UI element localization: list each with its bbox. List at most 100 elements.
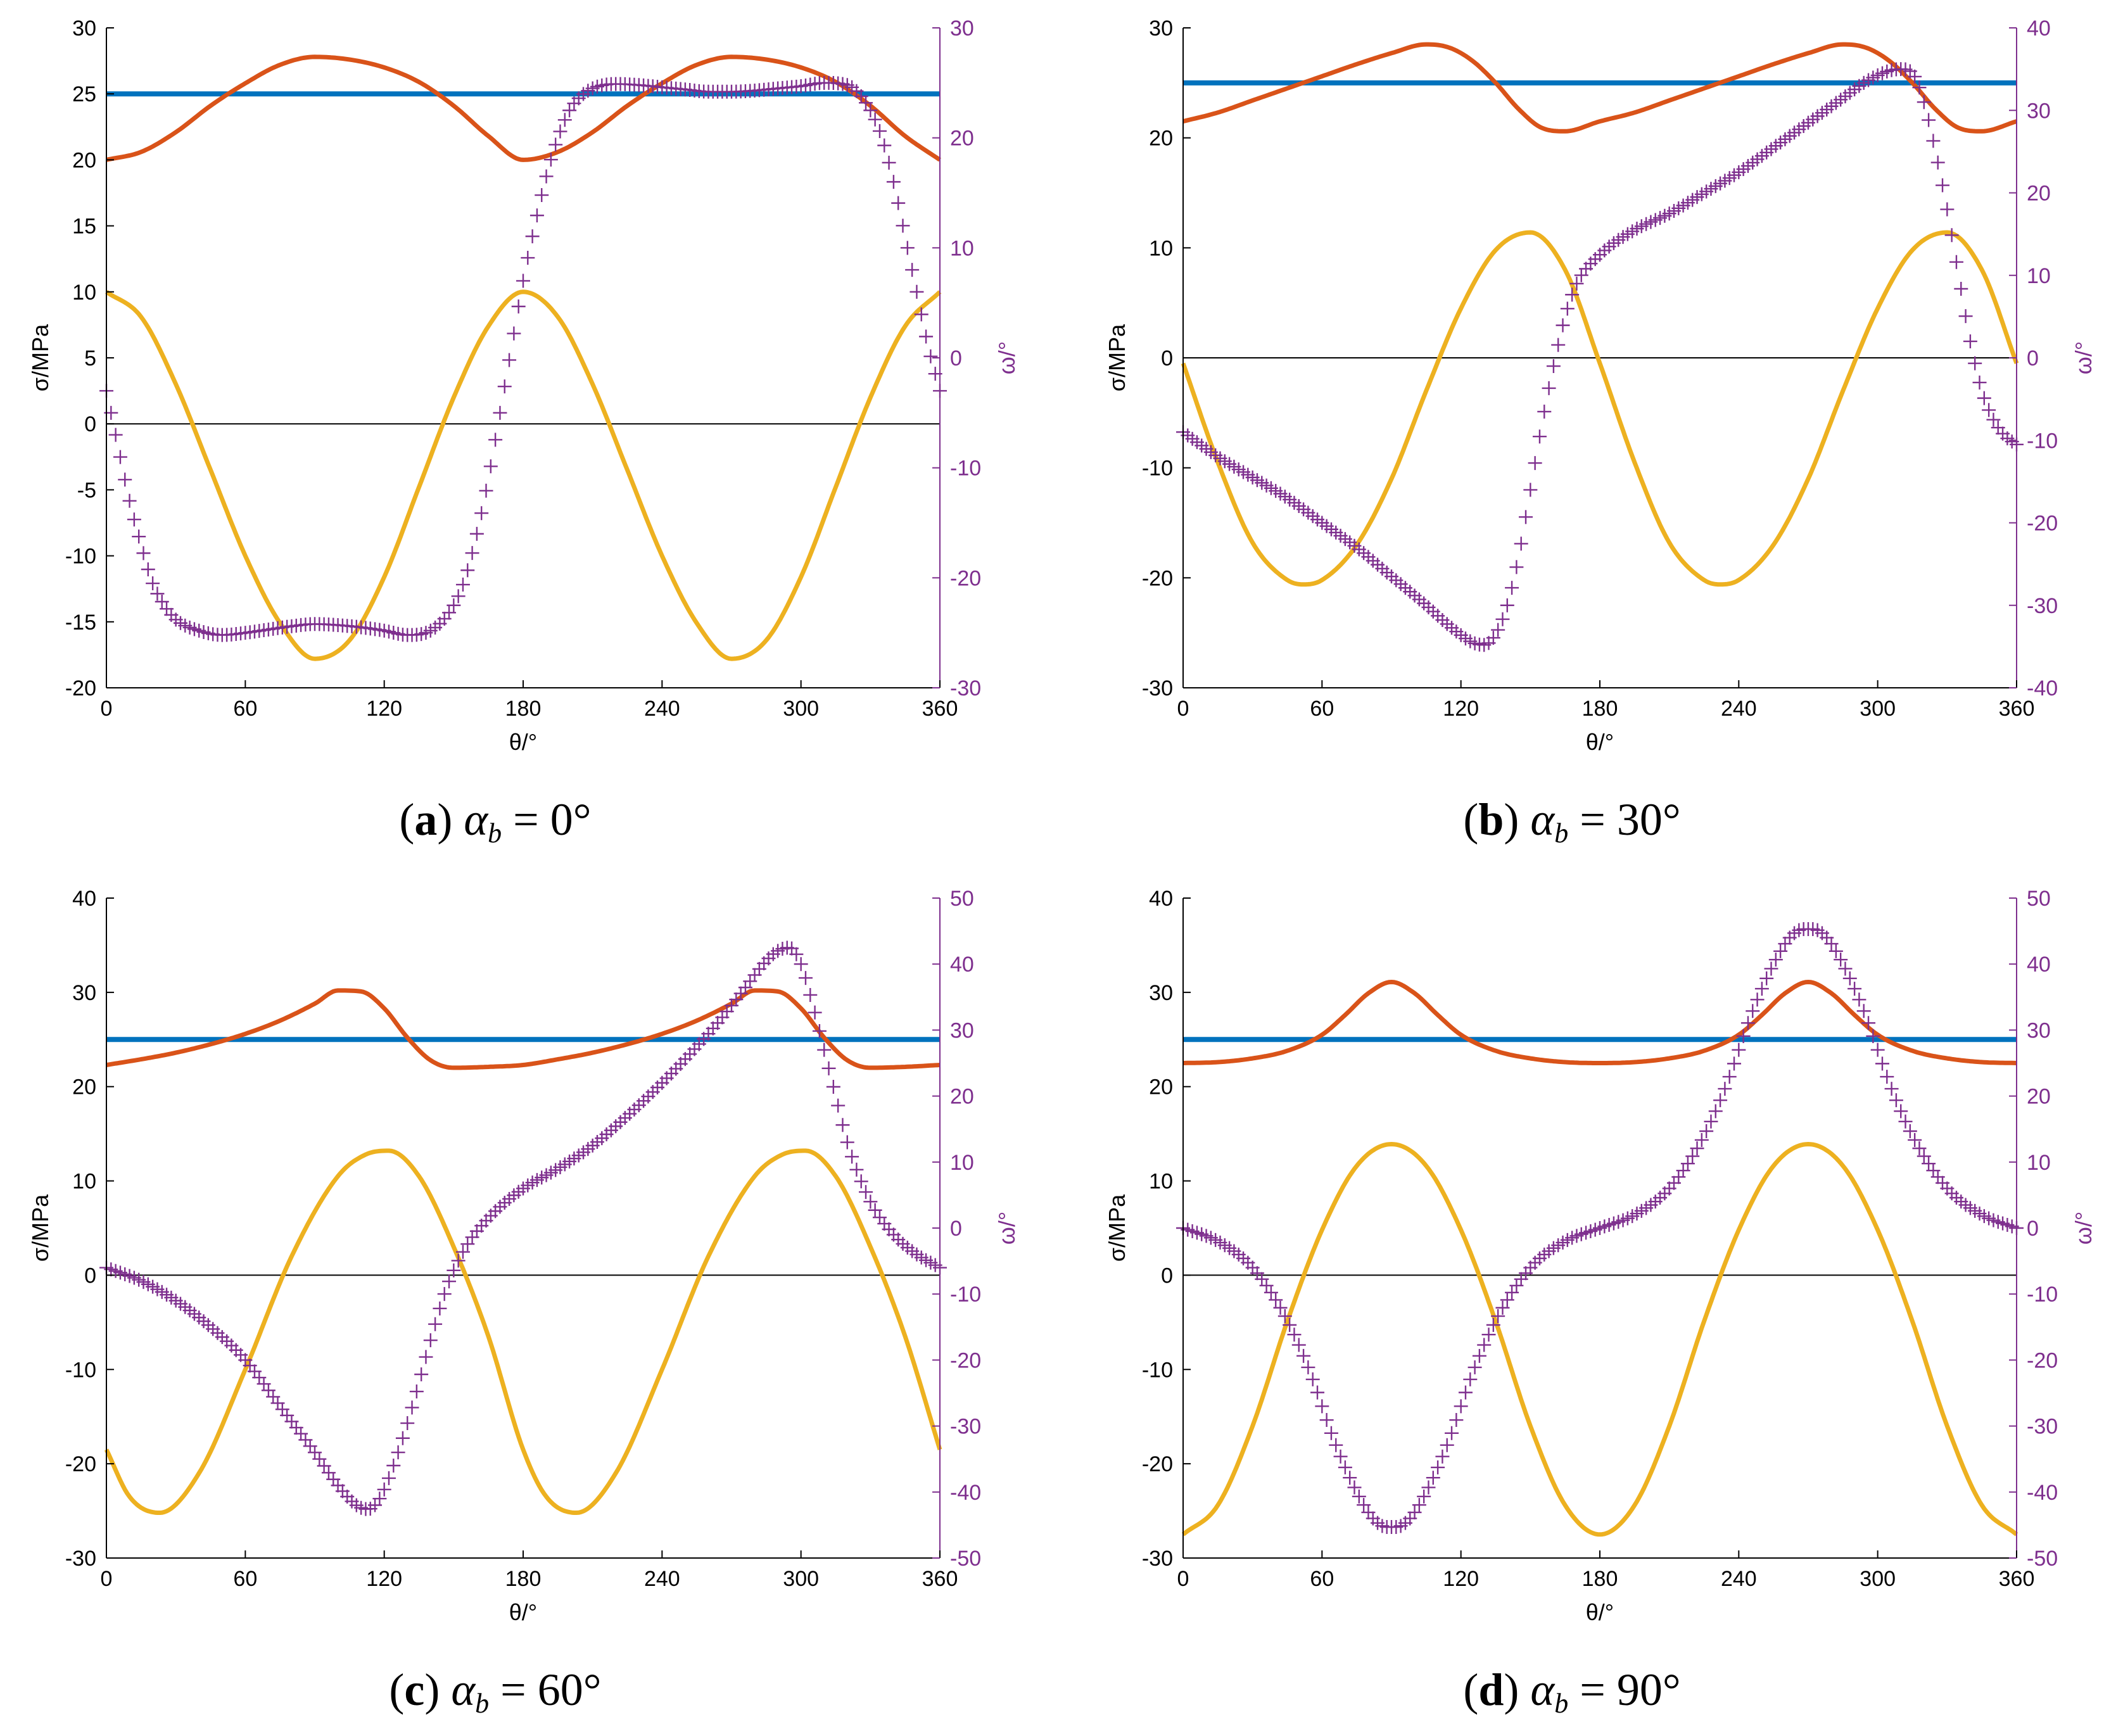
x-tick-label: 60	[1310, 1567, 1334, 1591]
omega-point	[1500, 598, 1514, 612]
omega-point	[381, 1471, 396, 1485]
omega-point	[377, 1482, 391, 1497]
omega-point	[1977, 391, 1991, 405]
omega-point	[521, 251, 535, 265]
y-tick-label: -20	[1142, 1452, 1173, 1476]
omega-point	[914, 307, 928, 322]
omega-point	[1509, 560, 1524, 574]
omega-point	[419, 1350, 433, 1364]
y2-tick-label: 20	[950, 1085, 974, 1109]
y-tick-label: 10	[1149, 236, 1173, 260]
x-tick-label: 60	[233, 1567, 257, 1591]
omega-point	[1269, 1293, 1283, 1307]
omega-point	[1343, 1471, 1357, 1485]
omega-point	[502, 353, 517, 367]
omega-point	[400, 1416, 415, 1431]
omega-point	[1736, 1029, 1751, 1043]
y-tick-label: -20	[65, 676, 96, 700]
omega-point	[1968, 356, 1982, 371]
y2-tick-label: -30	[950, 676, 981, 700]
omega-point	[868, 112, 882, 127]
omega-point	[1523, 483, 1538, 497]
y-tick-label: 20	[72, 1075, 96, 1099]
x-tick-label: 360	[922, 1567, 958, 1591]
omega-point	[127, 512, 141, 527]
omega-point	[1407, 1505, 1422, 1519]
omega-point	[529, 208, 544, 223]
x-tick-label: 300	[783, 1567, 819, 1591]
omega-point	[1412, 1498, 1426, 1512]
omega-point	[1926, 134, 1941, 148]
series-sigma-max-line	[1182, 42, 2017, 134]
omega-point	[1773, 944, 1788, 958]
omega-point	[1842, 971, 1857, 985]
omega-point	[469, 526, 484, 541]
omega-point	[798, 971, 813, 985]
omega-point	[1694, 1132, 1709, 1147]
y-tick-label: -30	[65, 1547, 96, 1571]
omega-point	[442, 1274, 457, 1289]
omega-point	[1954, 282, 1968, 296]
omega-point	[525, 229, 540, 244]
y-tick-label: -20	[1142, 566, 1173, 590]
x-tick-label: 120	[1443, 697, 1479, 721]
series-omega-markers	[99, 941, 947, 1516]
y-tick-label: -15	[65, 611, 96, 635]
y2-tick-label: 0	[950, 1217, 962, 1241]
omega-point	[872, 124, 887, 138]
x-tick-label: 300	[1860, 697, 1896, 721]
omega-point	[451, 1253, 466, 1268]
y2-tick-label: 30	[950, 1018, 974, 1042]
omega-point	[1273, 1300, 1288, 1315]
omega-point	[1491, 623, 1505, 637]
y-tick-label: -10	[1142, 457, 1173, 481]
omega-point	[909, 284, 924, 299]
y-tick-label: 30	[1149, 16, 1173, 41]
omega-point	[1528, 456, 1542, 471]
x-tick-label: 0	[1177, 697, 1189, 721]
x-tick-label: 180	[1582, 1567, 1618, 1591]
omega-point	[447, 1263, 461, 1277]
omega-point	[1264, 1285, 1278, 1300]
omega-point	[1532, 429, 1547, 444]
y2-tick-label: 50	[2027, 887, 2051, 911]
omega-point	[155, 594, 169, 609]
omega-point	[919, 329, 934, 344]
x-tick-label: 360	[922, 697, 958, 721]
omega-point	[863, 103, 878, 118]
x-tick-label: 360	[1999, 1567, 2035, 1591]
omega-point	[1333, 1449, 1348, 1464]
omega-point	[479, 483, 493, 498]
omega-point	[1491, 1309, 1505, 1324]
subplot-b: 0 60 120 180 240 300 360-30-20-100102030-40-30…	[1104, 16, 2096, 755]
x-axis-label: θ/°	[1586, 729, 1614, 755]
omega-point	[1449, 1413, 1464, 1428]
omega-point	[108, 428, 123, 442]
omega-point	[1727, 1056, 1742, 1071]
caption-b: (b) αb = 30°	[1463, 794, 1680, 849]
y2-tick-label: 40	[2027, 16, 2051, 41]
omega-point	[1458, 1385, 1473, 1400]
omega-point	[1319, 1413, 1334, 1428]
omega-point	[1477, 1338, 1492, 1352]
omega-point	[1680, 1156, 1695, 1171]
omega-point	[1861, 1016, 1876, 1030]
omega-point	[497, 379, 512, 394]
omega-point	[849, 1162, 864, 1177]
omega-point	[905, 263, 920, 277]
omega-point	[886, 175, 901, 189]
y2-tick-label: -40	[950, 1481, 981, 1505]
y-tick-label: 0	[1161, 1264, 1173, 1288]
omega-point	[136, 546, 151, 561]
omega-point	[447, 598, 461, 612]
omega-point	[1486, 1318, 1500, 1332]
omega-point	[859, 1185, 873, 1200]
omega-point	[1912, 1141, 1927, 1156]
series-sigma-min-line	[104, 1148, 942, 1515]
omega-point	[1870, 1042, 1885, 1057]
omega-point	[1472, 1348, 1486, 1363]
omega-point	[386, 1459, 401, 1473]
omega-point	[535, 188, 549, 203]
x-tick-label: 0	[101, 1567, 113, 1591]
omega-point	[1296, 1348, 1311, 1363]
